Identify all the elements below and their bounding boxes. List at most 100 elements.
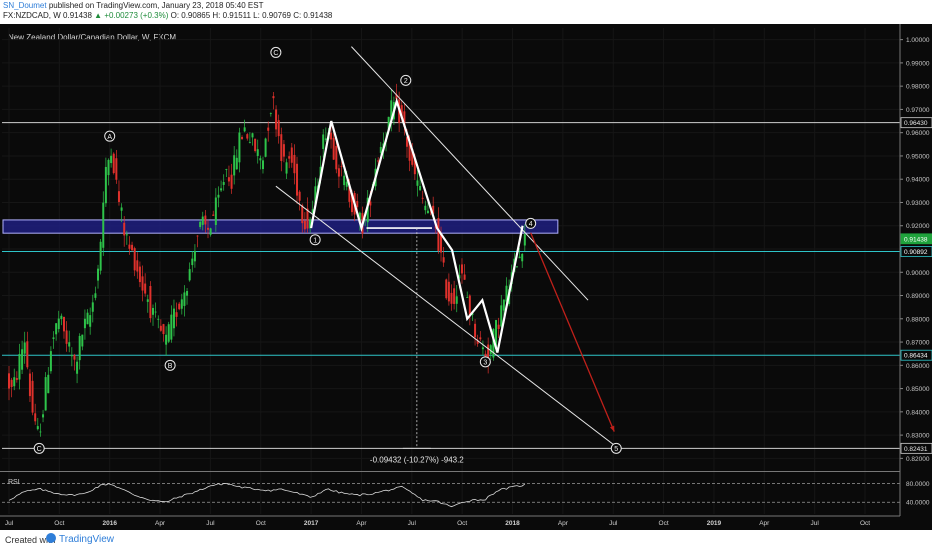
tradingview-brand[interactable]: TradingView xyxy=(46,533,114,545)
candle-body xyxy=(280,134,283,162)
candle-body xyxy=(277,120,280,137)
candle-body xyxy=(44,377,47,411)
candle-body xyxy=(112,153,115,174)
price-axis-label: 0.86434 xyxy=(904,353,928,360)
candle-body xyxy=(110,155,113,164)
symbol-text: FX:NZDCAD, W xyxy=(3,11,61,20)
y-tick-label: 0.98000 xyxy=(906,84,930,91)
x-tick-label: 2019 xyxy=(707,520,722,527)
candle-body xyxy=(521,253,524,262)
candle-body xyxy=(131,244,134,251)
x-tick-label: Apr xyxy=(155,520,166,527)
x-tick-label: 2018 xyxy=(505,520,520,527)
candle-body xyxy=(102,202,105,248)
x-tick-label: Jul xyxy=(609,520,618,527)
candle-body xyxy=(10,379,13,388)
candle-body xyxy=(39,431,42,433)
y-tick-label: 0.94000 xyxy=(906,177,930,184)
candle-body xyxy=(201,216,204,225)
candle-body xyxy=(15,378,18,380)
candle-body xyxy=(91,302,94,312)
candle-body xyxy=(324,138,327,140)
candle-body xyxy=(251,133,254,138)
x-tick-label: Apr xyxy=(356,520,367,527)
candle-body xyxy=(42,414,45,418)
last-price: 0.91438 xyxy=(63,11,92,20)
candle-body xyxy=(68,342,71,347)
candle-body xyxy=(238,132,241,163)
candle-body xyxy=(191,258,194,266)
candle-body xyxy=(254,138,257,152)
y-tick-label: 0.97000 xyxy=(906,107,930,114)
candle-body xyxy=(440,233,443,253)
y-tick-label: 0.99000 xyxy=(906,60,930,67)
candle-body xyxy=(193,250,196,262)
candle-body xyxy=(222,182,225,185)
price-axis-label-box xyxy=(900,349,932,361)
candle-body xyxy=(288,156,291,159)
candle-body xyxy=(55,323,58,335)
candle-body xyxy=(180,299,183,309)
candle-body xyxy=(272,96,275,99)
candle-body xyxy=(293,154,296,174)
candle-body xyxy=(340,166,343,167)
candle-body xyxy=(81,334,84,347)
candle-body xyxy=(479,337,482,340)
candle-body xyxy=(146,299,149,302)
chart-canvas[interactable]: New Zealand Dollar/Canadian Dollar, W, F… xyxy=(0,24,932,530)
candle-body xyxy=(518,256,521,259)
candle-body xyxy=(369,201,372,206)
wave-label-text: B xyxy=(168,363,173,370)
author-link[interactable]: SN_Doumet xyxy=(3,1,47,10)
candle-body xyxy=(60,315,63,320)
candle-body xyxy=(144,283,147,294)
candle-body xyxy=(337,168,340,177)
candle-body xyxy=(366,197,369,223)
candle-body xyxy=(31,380,34,413)
x-tick-label: Jul xyxy=(206,520,215,527)
candle-body xyxy=(165,334,168,345)
candle-body xyxy=(227,177,230,182)
candle-body xyxy=(489,345,492,354)
x-tick-label: 2016 xyxy=(102,520,117,527)
candle-body xyxy=(424,205,427,211)
candle-body xyxy=(492,328,495,358)
rsi-level-label: 80.0000 xyxy=(906,481,930,488)
candle-body xyxy=(505,285,508,302)
candle-body xyxy=(120,207,123,211)
candle-body xyxy=(76,361,79,374)
candle-body xyxy=(204,215,207,225)
candle-body xyxy=(246,134,249,139)
candle-body xyxy=(13,377,16,387)
candle-body xyxy=(395,94,398,100)
candle-body xyxy=(83,318,86,329)
candle-body xyxy=(136,260,139,272)
candle-body xyxy=(356,201,359,208)
resistance-zone xyxy=(2,219,559,234)
candle-body xyxy=(298,191,301,201)
price-axis-label-box xyxy=(900,246,932,257)
x-tick-label: Oct xyxy=(54,520,64,527)
y-tick-label: 0.96000 xyxy=(906,130,930,137)
candle-body xyxy=(309,219,312,229)
candle-body xyxy=(408,140,411,161)
price-axis-label: 0.82431 xyxy=(904,446,928,453)
candle-body xyxy=(162,324,165,335)
wave-label-text: A xyxy=(107,134,112,141)
candle-body xyxy=(450,292,453,304)
candle-body xyxy=(314,186,317,205)
candle-body xyxy=(447,281,450,302)
candle-body xyxy=(57,318,60,330)
candle-body xyxy=(209,228,212,235)
price-change: ▲ +0.00273 (+0.3%) xyxy=(94,11,169,20)
candle-body xyxy=(468,295,471,317)
ohlc-values: O: 0.90865 H: 0.91511 L: 0.90769 C: 0.91… xyxy=(170,11,333,20)
candle-body xyxy=(466,297,469,299)
candle-body xyxy=(123,222,126,236)
candle-body xyxy=(206,227,209,230)
wave-label-circle xyxy=(525,217,537,229)
candle-body xyxy=(345,181,348,187)
candle-body xyxy=(175,312,178,317)
rsi-line xyxy=(8,483,526,508)
candle-body xyxy=(212,214,215,216)
